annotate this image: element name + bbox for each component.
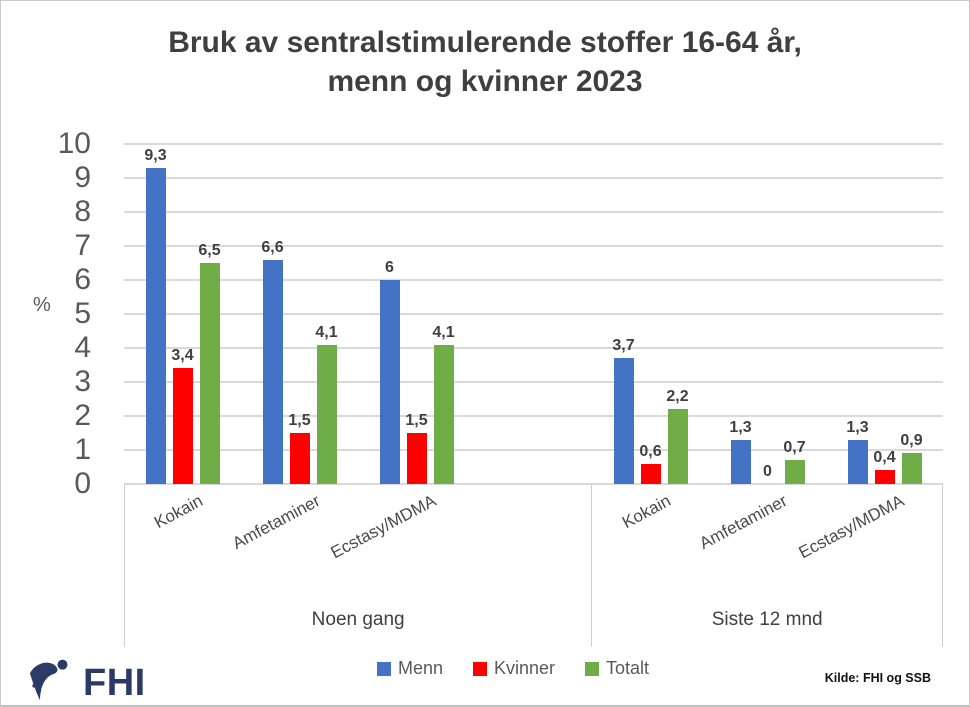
bar-value-label: 4,1 bbox=[315, 323, 338, 341]
y-tick-label-3: 3 bbox=[74, 365, 91, 398]
panel-siste-12-mnd: 3,7 0,6 2,2 1,3 0 0,7 1,3 0,4 0,9 bbox=[592, 144, 943, 484]
bar-value-label: 0,7 bbox=[783, 439, 806, 457]
bar-totalt-ecstasy-mdma-noen-gang: 4,1 bbox=[432, 324, 455, 484]
bar-panels: 9,3 3,4 6,5 6,6 1,5 4,1 6 1,5 4,1 3,7 0,6 2,2 1,3 0 0,… bbox=[124, 144, 943, 484]
group-label-siste-12-mnd: Siste 12 mnd bbox=[711, 609, 823, 630]
bar-totalt-amfetaminer-siste-12-mnd: 0,7 bbox=[783, 439, 806, 484]
category-label-kokain-siste-12-mnd: Kokain bbox=[618, 491, 674, 533]
gridline-7 bbox=[124, 245, 943, 247]
legend-label-menn: Menn bbox=[397, 658, 443, 678]
label-panel-siste-12-mnd: Kokain Amfetaminer Ecstasy/MDMA Siste 12 mn… bbox=[592, 484, 943, 647]
y-axis-unit-label: % bbox=[33, 294, 51, 316]
bar-group-kokain-noen-gang: 9,3 3,4 6,5 bbox=[124, 144, 241, 484]
gridline-9 bbox=[124, 177, 943, 179]
bar-menn-ecstasy-mdma-siste-12-mnd: 1,3 bbox=[846, 419, 869, 484]
gridline-8 bbox=[124, 211, 943, 213]
bar-value-label: 0,4 bbox=[873, 449, 896, 467]
spacer-slot bbox=[475, 144, 592, 484]
bar-value-label: 2,2 bbox=[666, 388, 689, 406]
bar-menn-kokain-noen-gang: 9,3 bbox=[144, 147, 167, 484]
chart-title-line2: menn og kvinner 2023 bbox=[327, 65, 643, 98]
legend-swatch-totalt bbox=[585, 661, 600, 676]
bar-totalt-ecstasy-mdma-siste-12-mnd: 0,9 bbox=[900, 432, 923, 484]
bar-value-label: 1,3 bbox=[846, 418, 869, 436]
bar-value-label: 4,1 bbox=[432, 323, 455, 341]
group-label-noen-gang: Noen gang bbox=[311, 609, 405, 630]
category-label-kokain-noen-gang: Kokain bbox=[151, 491, 207, 533]
bar-menn-amfetaminer-noen-gang: 6,6 bbox=[261, 239, 284, 484]
y-tick-label-5: 5 bbox=[74, 297, 91, 330]
y-tick-label-10: 10 bbox=[57, 127, 91, 160]
bar-kvinner-kokain-noen-gang: 3,4 bbox=[171, 347, 194, 484]
bar-value-label: 1,5 bbox=[405, 412, 428, 429]
fhi-logo-icon bbox=[27, 657, 75, 705]
y-axis-ticks: 0 1 2 3 4 5 6 7 8 9 10 bbox=[1, 129, 107, 499]
plot-area: 9,3 3,4 6,5 6,6 1,5 4,1 6 1,5 4,1 3,7 0,6 2,2 1,3 0 0,… bbox=[124, 143, 943, 485]
bar-value-label: 1,5 bbox=[288, 412, 311, 429]
bar-value-label: 3,7 bbox=[612, 337, 635, 355]
legend-label-kvinner: Kvinner bbox=[493, 658, 556, 678]
y-tick-label-2: 2 bbox=[74, 399, 91, 432]
legend-item-menn: Menn bbox=[376, 658, 443, 679]
y-tick-label-8: 8 bbox=[74, 195, 91, 228]
bar-kvinner-amfetaminer-noen-gang: 1,5 bbox=[288, 412, 311, 484]
legend: Menn Kvinner Totalt bbox=[1, 658, 969, 679]
y-tick-label-7: 7 bbox=[74, 229, 91, 262]
gridline-1 bbox=[124, 449, 943, 451]
gridline-0 bbox=[124, 483, 943, 485]
category-label-area: Kokain Amfetaminer Ecstasy/MDMA Noen gang Ko… bbox=[124, 484, 943, 647]
category-label-amfetaminer-noen-gang: Amfetaminer bbox=[228, 491, 323, 554]
gridline-3 bbox=[124, 381, 943, 383]
bar-value-label: 6,5 bbox=[198, 242, 221, 259]
legend-item-totalt: Totalt bbox=[585, 658, 649, 679]
y-tick-label-4: 4 bbox=[74, 331, 91, 364]
bar-value-label: 3,4 bbox=[171, 347, 194, 365]
bar-group-amfetaminer-noen-gang: 6,6 1,5 4,1 bbox=[241, 144, 358, 484]
fhi-logo: FHI bbox=[27, 657, 146, 705]
bar-totalt-amfetaminer-noen-gang: 4,1 bbox=[315, 324, 338, 484]
legend-swatch-kvinner bbox=[472, 661, 487, 676]
bar-group-ecstasy-mdma-siste-12-mnd: 1,3 0,4 0,9 bbox=[826, 144, 943, 484]
panel-noen-gang: 9,3 3,4 6,5 6,6 1,5 4,1 6 1,5 4,1 bbox=[124, 144, 592, 484]
bar-menn-ecstasy-mdma-noen-gang: 6 bbox=[379, 259, 400, 484]
label-panel-noen-gang: Kokain Amfetaminer Ecstasy/MDMA Noen gang bbox=[124, 484, 593, 647]
bar-value-label: 0,9 bbox=[900, 432, 923, 450]
bar-group-kokain-siste-12-mnd: 3,7 0,6 2,2 bbox=[592, 144, 709, 484]
y-tick-label-0: 0 bbox=[74, 467, 91, 500]
bar-value-label: 0,6 bbox=[639, 442, 662, 460]
bar-kvinner-ecstasy-mdma-siste-12-mnd: 0,4 bbox=[873, 449, 896, 484]
legend-swatch-menn bbox=[376, 661, 391, 676]
fhi-logo-text: FHI bbox=[83, 661, 146, 704]
chart-title: Bruk av sentralstimulerende stoffer 16-6… bbox=[1, 23, 969, 101]
bar-kvinner-ecstasy-mdma-noen-gang: 1,5 bbox=[405, 412, 428, 484]
gridline-6 bbox=[124, 279, 943, 281]
source-credit: Kilde: FHI og SSB bbox=[824, 671, 931, 685]
y-tick-label-1: 1 bbox=[74, 433, 91, 466]
bar-totalt-kokain-noen-gang: 6,5 bbox=[198, 242, 221, 484]
chart-title-line1: Bruk av sentralstimulerende stoffer 16-6… bbox=[168, 26, 802, 59]
y-tick-label-6: 6 bbox=[74, 263, 91, 296]
bar-value-label: 0 bbox=[763, 463, 772, 480]
legend-item-kvinner: Kvinner bbox=[472, 658, 556, 679]
bar-menn-kokain-siste-12-mnd: 3,7 bbox=[612, 337, 635, 484]
gridline-2 bbox=[124, 415, 943, 417]
bar-value-label: 6,6 bbox=[261, 238, 284, 256]
bar-value-label: 9,3 bbox=[144, 146, 167, 164]
bar-totalt-kokain-siste-12-mnd: 2,2 bbox=[666, 388, 689, 484]
legend-label-totalt: Totalt bbox=[606, 658, 650, 678]
gridline-5 bbox=[124, 313, 943, 315]
gridline-4 bbox=[124, 347, 943, 349]
bar-group-ecstasy-mdma-noen-gang: 6 1,5 4,1 bbox=[358, 144, 475, 484]
bar-group-amfetaminer-siste-12-mnd: 1,3 0 0,7 bbox=[709, 144, 826, 484]
category-label-amfetaminer-siste-12-mnd: Amfetaminer bbox=[696, 491, 791, 554]
gridline-10 bbox=[124, 143, 943, 145]
bar-value-label: 1,3 bbox=[729, 418, 752, 436]
bar-value-label: 6 bbox=[385, 259, 394, 276]
bar-menn-amfetaminer-siste-12-mnd: 1,3 bbox=[729, 419, 752, 484]
y-tick-label-9: 9 bbox=[74, 161, 91, 194]
bar-kvinner-kokain-siste-12-mnd: 0,6 bbox=[639, 443, 662, 484]
